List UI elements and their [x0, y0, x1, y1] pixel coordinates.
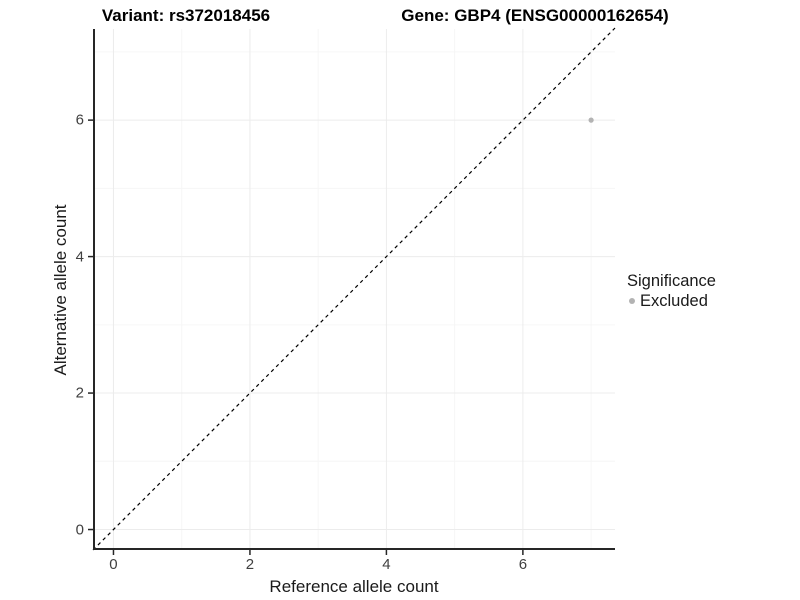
x-tick-label: 2 [245, 556, 255, 573]
x-tick-label: 0 [109, 556, 118, 573]
data-point [588, 117, 594, 123]
legend-title: Significance [627, 272, 716, 290]
y-axis-title: Alternative allele count [51, 204, 70, 376]
y-tick-label: 0 [75, 521, 84, 539]
plot-panel [88, 27, 616, 555]
legend: Significance Excluded [627, 271, 716, 311]
x-tick-label: 6 [518, 556, 528, 573]
y-tick-label: 6 [75, 111, 84, 129]
legend-item-label: Excluded [640, 292, 708, 310]
y-tick-label: 2 [75, 384, 84, 402]
legend-point-icon [629, 298, 635, 304]
x-axis-title: Reference allele count [269, 577, 439, 596]
y-tick-label: 4 [75, 248, 84, 266]
x-tick-label: 4 [382, 556, 391, 573]
variant-title: Variant: rs372018456 [101, 6, 271, 25]
legend-item-excluded: Excluded [627, 291, 716, 311]
gene-title: Gene: GBP4 (ENSG00000162654) [401, 6, 669, 25]
